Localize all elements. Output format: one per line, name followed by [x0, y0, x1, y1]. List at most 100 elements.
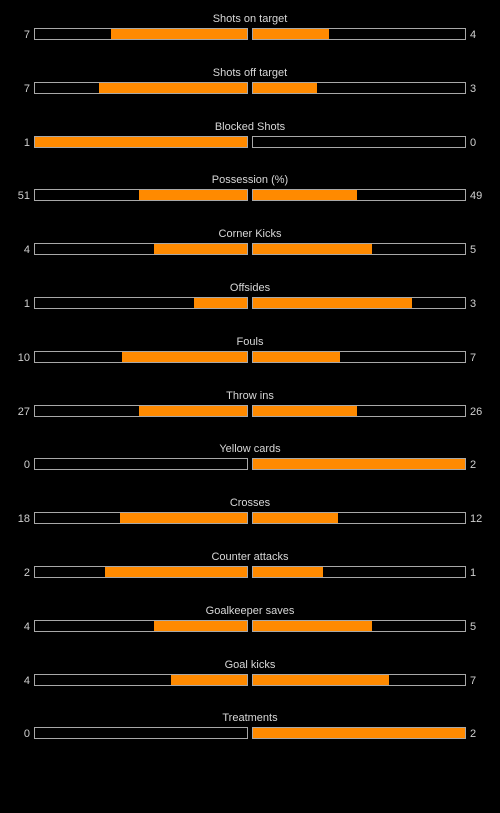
stat-row: Offsides 1 3	[0, 281, 500, 321]
away-bar-track	[252, 566, 466, 578]
away-bar-fill	[253, 513, 338, 524]
away-value: 4	[470, 29, 477, 41]
stat-label: Blocked Shots	[214, 120, 286, 133]
away-bar-fill	[253, 298, 412, 308]
home-bar-track	[34, 404, 248, 417]
home-value: 0	[23, 728, 30, 741]
home-value: 18	[17, 513, 30, 526]
stat-label: Goalkeeper saves	[205, 604, 295, 617]
stat-row: Possession (%) 51 49	[0, 173, 500, 213]
home-bar-fill	[139, 405, 247, 416]
home-bar-track	[34, 189, 248, 202]
stat-label: Corner Kicks	[218, 228, 282, 241]
home-bar-fill	[154, 620, 247, 631]
home-bar-fill	[35, 136, 247, 147]
stat-label: Shots off target	[212, 66, 288, 79]
away-bar-fill	[253, 728, 465, 739]
stat-row: Yellow cards 0 2	[0, 442, 500, 482]
away-bar-fill	[253, 567, 323, 577]
stat-row: Shots on target 7 4	[0, 12, 500, 52]
away-bar-track	[252, 28, 466, 40]
home-value: 2	[23, 567, 30, 579]
home-bar-fill	[122, 351, 247, 362]
stat-row: Goalkeeper saves 4 5	[0, 604, 500, 644]
home-value: 0	[23, 459, 30, 472]
away-bar-fill	[253, 459, 465, 470]
home-bar-fill	[154, 244, 247, 255]
stat-label: Counter attacks	[211, 551, 289, 563]
home-bar-track	[34, 458, 248, 471]
home-bar-track	[34, 566, 248, 578]
home-bar-fill	[99, 82, 247, 93]
home-value: 7	[23, 29, 30, 41]
home-value: 4	[23, 244, 30, 257]
home-bar-track	[34, 243, 248, 256]
stat-row: Shots off target 7 3	[0, 66, 500, 106]
away-bar-track	[252, 350, 466, 363]
away-bar-track	[252, 619, 466, 632]
away-value: 5	[470, 244, 477, 257]
stat-label: Shots on target	[212, 13, 288, 25]
away-bar-fill	[253, 674, 389, 685]
home-value: 1	[23, 298, 30, 310]
away-bar-track	[252, 189, 466, 202]
stat-label: Fouls	[236, 335, 264, 348]
stat-row: Treatments 0 2	[0, 711, 500, 751]
stat-row: Throw ins 27 26	[0, 389, 500, 429]
stat-row: Corner Kicks 4 5	[0, 227, 500, 267]
stat-label: Offsides	[229, 282, 271, 294]
away-value: 1	[470, 567, 477, 579]
stat-label: Throw ins	[226, 389, 274, 402]
home-value: 1	[23, 136, 30, 149]
home-bar-track	[34, 619, 248, 632]
away-bar-track	[252, 512, 466, 525]
away-bar-track	[252, 727, 466, 740]
away-value: 12	[470, 513, 483, 526]
home-value: 4	[23, 674, 30, 687]
home-bar-track	[34, 727, 248, 740]
away-bar-fill	[253, 244, 372, 255]
home-bar-track	[34, 297, 248, 309]
away-bar-track	[252, 458, 466, 471]
home-bar-track	[34, 28, 248, 40]
home-value: 51	[17, 190, 30, 203]
away-value: 2	[470, 459, 477, 472]
home-value: 27	[17, 405, 30, 418]
home-bar-fill	[111, 29, 247, 39]
home-value: 10	[17, 351, 30, 364]
home-bar-fill	[139, 190, 247, 201]
away-bar-fill	[253, 620, 372, 631]
away-bar-fill	[253, 405, 357, 416]
away-bar-track	[252, 297, 466, 309]
home-bar-fill	[105, 567, 247, 577]
home-bar-track	[34, 512, 248, 525]
stat-row: Crosses 18 12	[0, 496, 500, 536]
stat-label: Treatments	[222, 712, 278, 725]
stat-label: Yellow cards	[219, 443, 281, 456]
home-bar-track	[34, 673, 248, 686]
away-bar-track	[252, 673, 466, 686]
away-bar-fill	[253, 351, 340, 362]
away-bar-fill	[253, 190, 357, 201]
away-value: 3	[470, 298, 477, 310]
away-value: 5	[470, 620, 477, 633]
stat-row: Counter attacks 2 1	[0, 550, 500, 590]
away-bar-track	[252, 404, 466, 417]
stat-row: Blocked Shots 1 0	[0, 120, 500, 160]
home-value: 4	[23, 620, 30, 633]
away-value: 3	[470, 82, 477, 95]
home-bar-track	[34, 350, 248, 363]
away-value: 2	[470, 728, 477, 741]
away-bar-track	[252, 135, 466, 148]
away-value: 7	[470, 674, 477, 687]
home-bar-track	[34, 81, 248, 94]
home-bar-track	[34, 135, 248, 148]
stat-label: Possession (%)	[211, 174, 289, 187]
away-bar-fill	[253, 29, 329, 39]
away-value: 49	[470, 190, 483, 203]
stat-label: Goal kicks	[224, 658, 276, 671]
away-bar-track	[252, 81, 466, 94]
away-bar-fill	[253, 82, 317, 93]
away-bar-track	[252, 243, 466, 256]
